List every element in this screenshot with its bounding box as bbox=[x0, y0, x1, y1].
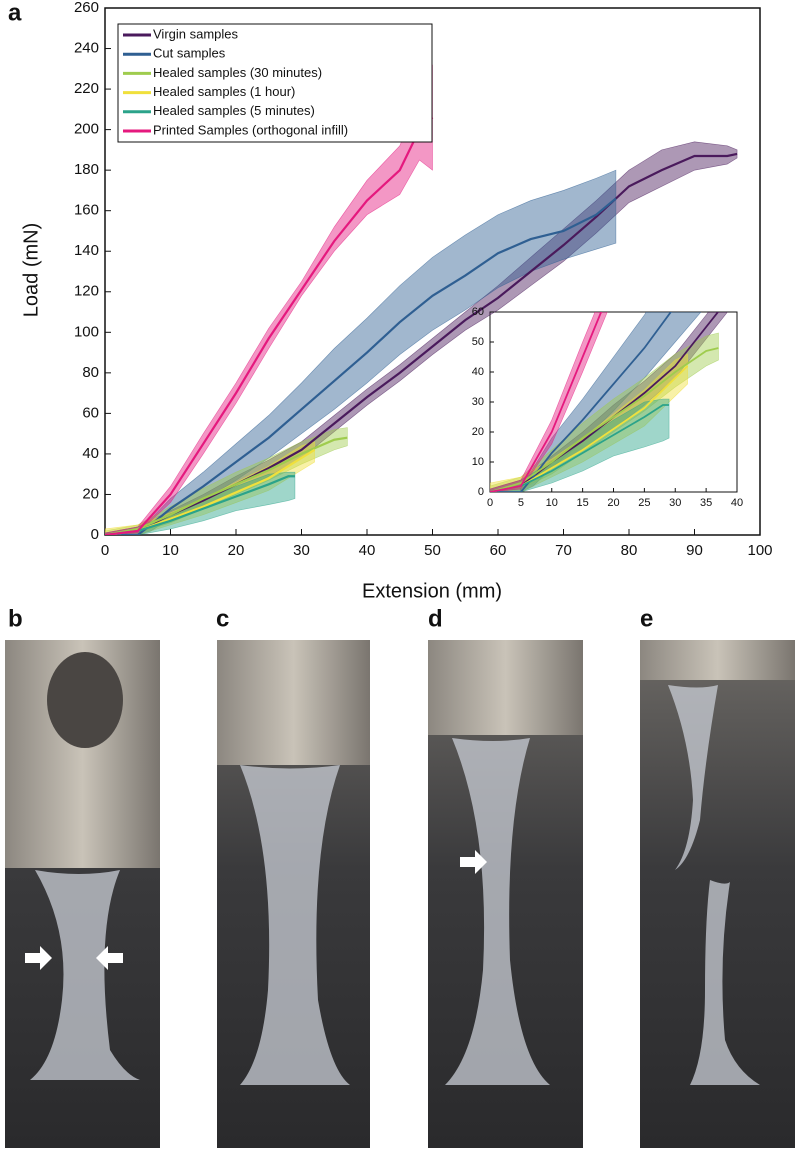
legend-label: Virgin samples bbox=[153, 26, 239, 41]
x-tick-label: 10 bbox=[546, 497, 558, 509]
y-tick-label: 20 bbox=[82, 485, 99, 502]
x-tick-label: 20 bbox=[607, 497, 619, 509]
y-tick-label: 160 bbox=[74, 202, 99, 219]
y-tick-label: 260 bbox=[74, 0, 99, 16]
legend-label: Healed samples (1 hour) bbox=[153, 84, 295, 99]
error-band bbox=[490, 312, 702, 492]
x-tick-label: 30 bbox=[293, 542, 310, 559]
y-tick-label: 60 bbox=[82, 404, 99, 421]
y-tick-label: 200 bbox=[74, 121, 99, 138]
x-tick-label: 90 bbox=[686, 542, 703, 559]
error-band bbox=[105, 64, 433, 535]
legend-label: Cut samples bbox=[153, 46, 226, 61]
photo-c bbox=[217, 640, 370, 1148]
series-line bbox=[490, 404, 670, 492]
legend-label: Printed Samples (orthogonal infill) bbox=[153, 122, 348, 137]
series-line bbox=[105, 152, 738, 535]
y-tick-label: 220 bbox=[74, 80, 99, 97]
x-tick-label: 5 bbox=[518, 497, 524, 509]
error-band bbox=[105, 427, 348, 535]
legend-box bbox=[117, 23, 433, 143]
y-tick-label: 50 bbox=[472, 336, 484, 348]
y-tick-label: 40 bbox=[472, 366, 484, 378]
y-axis-label: Load (mN) bbox=[20, 223, 42, 317]
x-tick-label: 50 bbox=[424, 542, 441, 559]
x-tick-label: 30 bbox=[669, 497, 681, 509]
y-tick-label: 120 bbox=[74, 283, 99, 300]
y-tick-label: 100 bbox=[74, 323, 99, 340]
x-tick-label: 0 bbox=[487, 497, 493, 509]
y-tick-label: 0 bbox=[91, 526, 99, 543]
error-band bbox=[105, 169, 617, 535]
x-tick-label: 70 bbox=[555, 542, 572, 559]
x-tick-label: 60 bbox=[490, 542, 507, 559]
x-tick-label: 10 bbox=[162, 542, 179, 559]
series-line bbox=[490, 347, 719, 492]
x-axis-label: Extension (mm) bbox=[362, 580, 502, 602]
series-line bbox=[105, 475, 295, 535]
y-tick-label: 30 bbox=[472, 396, 484, 408]
series-line bbox=[490, 312, 603, 492]
y-tick-label: 10 bbox=[472, 456, 484, 468]
x-tick-label: 25 bbox=[638, 497, 650, 509]
y-tick-label: 80 bbox=[82, 364, 99, 381]
x-tick-label: 15 bbox=[577, 497, 589, 509]
y-tick-label: 60 bbox=[472, 306, 484, 318]
photo-e bbox=[640, 640, 795, 1148]
x-tick-label: 40 bbox=[731, 497, 743, 509]
series-line bbox=[490, 312, 672, 492]
panel-label: d bbox=[428, 605, 443, 632]
panel-label: c bbox=[216, 605, 229, 632]
series-line bbox=[105, 197, 617, 535]
y-tick-label: 40 bbox=[82, 445, 99, 462]
series-line bbox=[490, 312, 720, 492]
x-tick-label: 0 bbox=[101, 542, 109, 559]
y-tick-label: 0 bbox=[478, 486, 484, 498]
y-tick-label: 140 bbox=[74, 242, 99, 259]
series-line bbox=[105, 436, 348, 535]
photo-d bbox=[428, 640, 583, 1148]
legend-label: Healed samples (30 minutes) bbox=[153, 65, 322, 80]
panel-label: e bbox=[640, 605, 653, 632]
x-tick-label: 40 bbox=[359, 542, 376, 559]
x-tick-label: 80 bbox=[621, 542, 638, 559]
legend-label: Healed samples (5 minutes) bbox=[153, 103, 315, 118]
x-tick-label: 100 bbox=[747, 542, 772, 559]
x-tick-label: 35 bbox=[700, 497, 712, 509]
panel-label: a bbox=[8, 0, 22, 26]
plot-area bbox=[490, 312, 728, 492]
error-band bbox=[490, 312, 608, 492]
plot-area bbox=[105, 64, 738, 535]
y-tick-label: 20 bbox=[472, 426, 484, 438]
y-tick-label: 180 bbox=[74, 161, 99, 178]
error-band bbox=[490, 332, 719, 492]
x-tick-label: 20 bbox=[228, 542, 245, 559]
photo-b bbox=[5, 640, 160, 1148]
legend: Virgin samples Cut samples Healed samples … bbox=[117, 23, 433, 143]
series-line bbox=[105, 116, 434, 535]
panel-label: b bbox=[8, 605, 23, 632]
photo-panels bbox=[5, 640, 795, 1148]
y-tick-label: 240 bbox=[74, 40, 99, 57]
